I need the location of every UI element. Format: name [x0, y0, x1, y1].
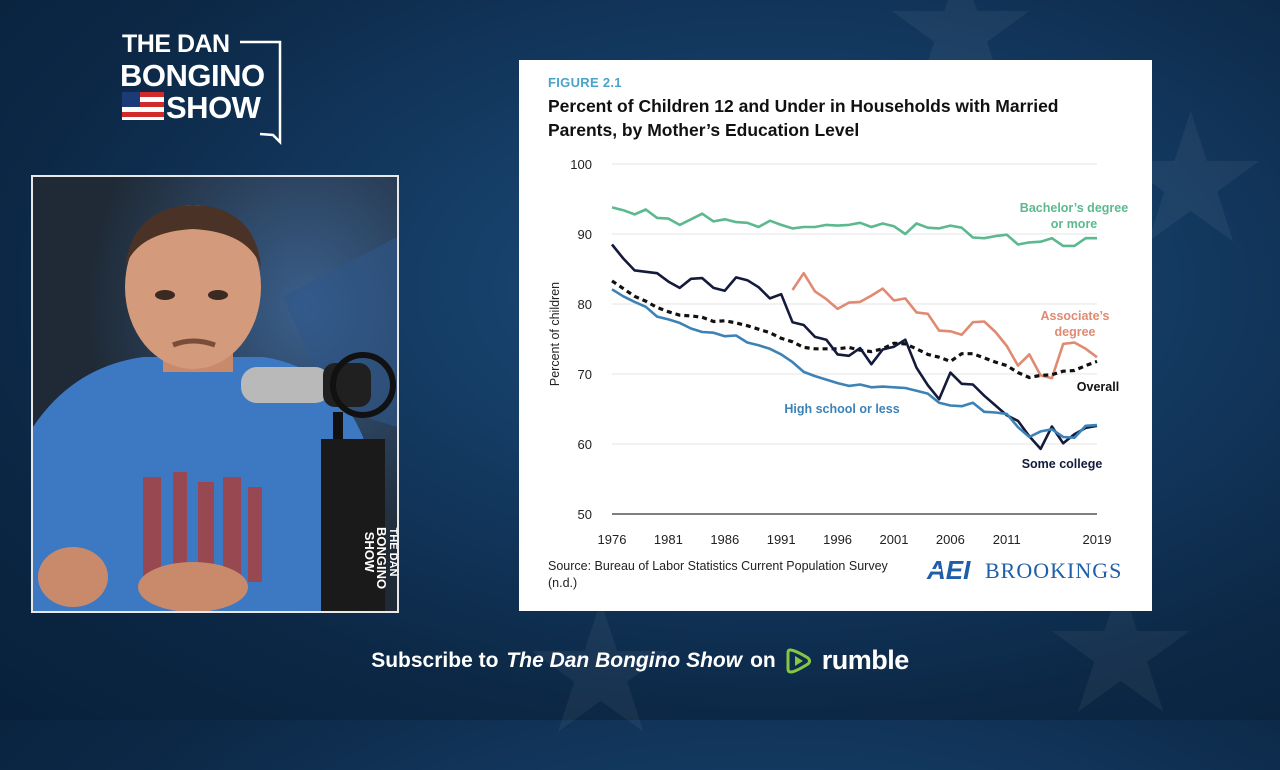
series-label-bachelor-s-degree-or-more: Bachelor’s degree — [1020, 201, 1128, 215]
y-tick-label: 80 — [578, 297, 592, 312]
y-axis-label: Percent of children — [548, 282, 562, 386]
mic-flag-stand — [321, 439, 385, 611]
subscribe-show-name: The Dan Bongino Show — [506, 648, 743, 672]
series-line-high-school-or-less — [611, 288, 1098, 440]
logo-line-3: SHOW — [166, 90, 261, 125]
series-line-bachelor-s-degree-or-more — [611, 206, 1097, 248]
chart-panel: FIGURE 2.1 Percent of Children 12 and Un… — [519, 60, 1152, 611]
y-tick-label: 60 — [578, 437, 592, 452]
rumble-play-icon — [786, 647, 811, 674]
series-label-associate-s-degree: Associate’s — [1040, 309, 1109, 323]
mic-flag-logo: THE DAN BONGINO SHOW — [309, 527, 397, 589]
rumble-wordmark: rumble — [821, 645, 910, 675]
logo-line-2: BONGINO — [120, 58, 265, 93]
subscribe-on: on — [750, 648, 776, 672]
flag-icon — [122, 92, 164, 120]
figure-label: FIGURE 2.1 — [548, 75, 622, 90]
chart-source: Source: Bureau of Labor Statistics Curre… — [548, 559, 888, 590]
series-label-high-school-or-less: High school or less — [784, 402, 899, 416]
host-video-illustration — [33, 177, 397, 611]
series-line-associate-s-degree — [791, 271, 1098, 380]
x-tick-label: 1996 — [823, 532, 852, 547]
mic-logo-line-3: SHOW — [362, 531, 377, 573]
line-chart: 100 90 80 70 60 50 1976 1981 1986 1991 1996 2001 200… — [548, 157, 1128, 547]
logo-line-1: THE DAN — [122, 30, 230, 58]
x-tick-label: 1976 — [598, 532, 627, 547]
y-tick-label: 50 — [578, 507, 592, 522]
series-label-some-college: Some college — [1022, 457, 1103, 471]
x-tick-label: 1981 — [654, 532, 683, 547]
host-video-feed: THE DAN BONGINO SHOW — [31, 175, 399, 613]
chart-title: Percent of Children 12 and Under in Hous… — [548, 96, 1059, 140]
y-tick-label: 100 — [570, 157, 592, 172]
microphone-icon — [241, 352, 396, 442]
x-tick-label: 2011 — [993, 532, 1021, 547]
y-tick-label: 70 — [578, 367, 592, 382]
x-tick-label: 1991 — [767, 532, 796, 547]
brookings-text: BROOKINGS — [985, 558, 1122, 583]
series-label-bachelor-s-degree-or-more: or more — [1051, 217, 1098, 231]
x-tick-label: 2001 — [880, 532, 909, 547]
aei-logo-mark: AEI — [923, 556, 971, 585]
subscribe-banner[interactable]: Subscribe to The Dan Bongino Show on rum… — [0, 645, 1280, 681]
aei-brookings-logo: AEI BROOKINGS — [923, 556, 1122, 585]
y-tick-label: 90 — [578, 227, 592, 242]
series-line-overall — [611, 279, 1098, 380]
series-label-associate-s-degree: degree — [1055, 325, 1096, 339]
subscribe-prefix: Subscribe to — [371, 648, 499, 672]
shirt-flag-graphic — [143, 472, 262, 587]
show-logo: THE DAN BONGINO SHOW — [118, 30, 283, 150]
series-label-overall: Overall — [1077, 380, 1119, 394]
logo-frame — [240, 40, 282, 146]
x-tick-label: 2019 — [1083, 532, 1112, 547]
x-tick-label: 1986 — [710, 532, 739, 547]
x-tick-label: 2006 — [936, 532, 965, 547]
series-line-some-college — [610, 243, 1098, 451]
